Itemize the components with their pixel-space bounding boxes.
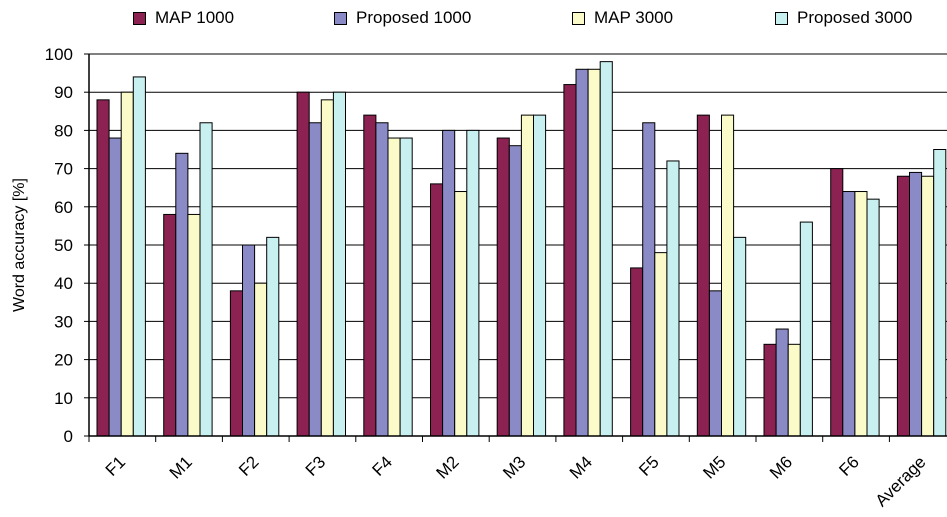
x-tick-label: F4 — [369, 452, 396, 479]
bar — [496, 137, 510, 437]
y-tick-label: 50 — [54, 236, 73, 255]
bar — [599, 61, 613, 437]
chart-legend: MAP 1000 Proposed 1000 MAP 3000 Proposed… — [0, 8, 947, 34]
y-tick-label: 40 — [54, 274, 73, 293]
bar — [132, 76, 146, 437]
x-tick-label: M5 — [699, 452, 729, 482]
y-tick-label: 100 — [45, 45, 73, 64]
bar — [896, 175, 911, 437]
bar — [454, 191, 468, 437]
bar — [854, 191, 868, 437]
bar — [332, 91, 346, 437]
bar — [96, 99, 110, 437]
x-tick-label: M2 — [433, 452, 463, 482]
bar — [563, 84, 577, 437]
bar — [587, 68, 601, 437]
legend-swatch — [572, 11, 585, 25]
legend-item-proposed-3000: Proposed 3000 — [775, 8, 912, 28]
x-tick-label: F2 — [235, 452, 262, 479]
bar — [430, 183, 444, 437]
bar — [696, 114, 710, 437]
x-tick-label: Average — [872, 452, 930, 510]
bar — [363, 114, 377, 437]
bar — [842, 191, 856, 437]
x-tick-label: M1 — [166, 452, 196, 482]
bar — [666, 160, 680, 437]
bar — [933, 149, 947, 437]
bar — [199, 122, 213, 437]
bar — [787, 343, 801, 437]
bar — [387, 137, 401, 437]
bar — [909, 171, 923, 437]
legend-item-proposed-1000: Proposed 1000 — [334, 8, 471, 28]
bar — [254, 282, 268, 437]
bar — [242, 244, 256, 437]
x-tick-label: M4 — [566, 452, 596, 482]
y-tick-label: 20 — [54, 351, 73, 370]
bar — [866, 198, 880, 437]
x-tick-label: M3 — [499, 452, 529, 482]
bar — [708, 290, 723, 437]
bar — [442, 129, 456, 437]
bar — [163, 213, 177, 437]
x-tick-label: F5 — [635, 452, 662, 479]
bar — [308, 122, 322, 437]
y-axis-title: Word accuracy [%] — [11, 178, 28, 312]
bar — [654, 252, 668, 437]
y-tick-labels: 0 10 20 30 40 50 60 70 80 90 100 — [45, 45, 73, 446]
y-tick-label: 10 — [54, 389, 73, 408]
bar — [642, 122, 656, 437]
x-tick-label: F6 — [835, 452, 862, 479]
legend-swatch — [133, 11, 146, 25]
bars — [96, 61, 947, 437]
bar — [296, 91, 310, 437]
y-tick-label: 0 — [64, 427, 73, 446]
bar — [229, 290, 243, 437]
legend-swatch — [334, 11, 347, 25]
bar — [120, 91, 134, 437]
x-tick-labels: F1 M1 F2 F3 F4 M2 M3 M4 F5 M5 M6 F6 Average — [102, 452, 930, 510]
y-tick-label: 80 — [54, 121, 73, 140]
y-tick-label: 90 — [54, 83, 73, 102]
bar — [320, 99, 334, 437]
x-tick-label: F3 — [302, 452, 329, 479]
bar — [763, 343, 777, 437]
y-tick-label: 30 — [54, 312, 73, 331]
bar — [921, 175, 935, 437]
bar — [830, 168, 844, 437]
bar — [533, 114, 547, 437]
legend-label: Proposed 3000 — [797, 8, 913, 27]
legend-item-map-3000: MAP 3000 — [572, 8, 673, 28]
bar — [520, 114, 535, 437]
y-tick-label: 70 — [54, 160, 73, 179]
bar — [466, 129, 480, 437]
x-tick-label: M6 — [766, 452, 796, 482]
legend-label: MAP 1000 — [155, 8, 235, 27]
bar — [266, 236, 280, 437]
x-tick-label: F1 — [102, 452, 129, 479]
bar — [399, 137, 413, 437]
bar — [108, 137, 122, 437]
legend-label: MAP 3000 — [594, 8, 674, 27]
bar — [799, 221, 813, 437]
y-tick-label: 60 — [54, 198, 73, 217]
bar — [721, 114, 735, 437]
bar — [575, 68, 589, 437]
bar — [375, 122, 389, 437]
bar — [175, 152, 189, 437]
bar — [187, 213, 201, 437]
legend-label: Proposed 1000 — [356, 8, 472, 27]
bar — [775, 328, 789, 437]
axes — [84, 53, 947, 442]
bar — [630, 267, 644, 437]
legend-item-map-1000: MAP 1000 — [133, 8, 234, 28]
bar — [508, 145, 522, 437]
bar — [733, 236, 747, 437]
legend-swatch — [775, 11, 788, 25]
